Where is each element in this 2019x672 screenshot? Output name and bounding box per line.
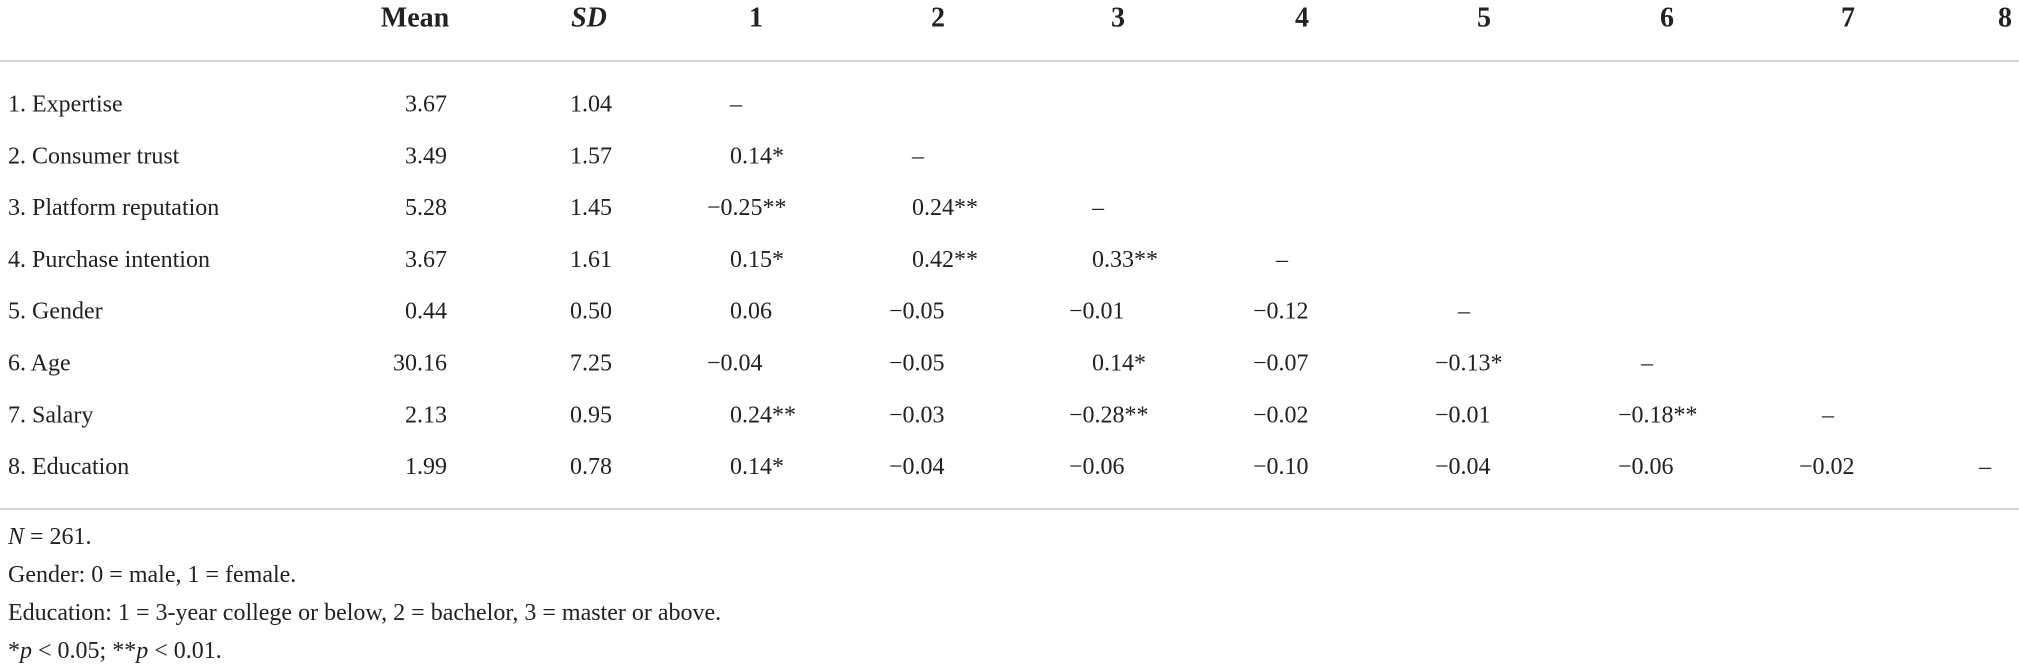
- cell: 3.67: [405, 92, 447, 118]
- cell: 1.45: [570, 195, 612, 221]
- note: Gender: 0 = male, 1 = female.: [8, 562, 296, 588]
- cell: 0.14*: [730, 454, 784, 480]
- cell: −0.18**: [1618, 402, 1698, 428]
- cell: 1.61: [570, 247, 612, 273]
- row-label: 2. Consumer trust: [8, 143, 180, 169]
- cell: 1.99: [405, 454, 447, 480]
- cell: 0.24**: [912, 195, 978, 221]
- row-label: 6. Age: [8, 351, 71, 377]
- cell: 7.25: [570, 351, 612, 377]
- cell: –: [729, 92, 743, 118]
- cell: −0.04: [1435, 454, 1491, 480]
- note-part: Gender: 0 = male, 1 = female.: [8, 562, 296, 588]
- column-header: 4: [1295, 2, 1309, 33]
- cell: –: [1457, 299, 1471, 325]
- cell: 0.42**: [912, 247, 978, 273]
- cell: 1.57: [570, 143, 612, 169]
- note-part: p: [18, 638, 32, 664]
- row-label: 1. Expertise: [8, 92, 123, 118]
- cell: −0.13*: [1435, 351, 1503, 377]
- cell: −0.12: [1253, 299, 1309, 325]
- cell: 30.16: [393, 351, 447, 377]
- note-part: *: [8, 638, 20, 664]
- note-part: N: [7, 524, 26, 550]
- cell: 0.50: [570, 299, 612, 325]
- note: N = 261.: [7, 524, 92, 550]
- cell: −0.25**: [707, 195, 787, 221]
- column-header: 7: [1841, 2, 1855, 33]
- cell: −0.01: [1435, 402, 1491, 428]
- cell: −0.01: [1069, 299, 1125, 325]
- note-part: Education: 1 = 3-year college or below, …: [8, 600, 721, 626]
- column-header: 5: [1477, 2, 1491, 33]
- cell: 0.15*: [730, 247, 784, 273]
- cell: −0.05: [889, 299, 945, 325]
- cell: 2.13: [405, 402, 447, 428]
- cell: −0.06: [1069, 454, 1125, 480]
- column-header: Mean: [381, 2, 450, 33]
- cell: −0.02: [1253, 402, 1309, 428]
- cell: 0.14*: [730, 143, 784, 169]
- row-label: 8. Education: [8, 454, 129, 480]
- cell: −0.03: [889, 402, 945, 428]
- row-label: 7. Salary: [8, 402, 93, 428]
- note-part: p: [134, 638, 148, 664]
- cell: 0.24**: [730, 402, 796, 428]
- cell: 5.28: [405, 195, 447, 221]
- cell: –: [1091, 195, 1105, 221]
- cell: −0.06: [1618, 454, 1674, 480]
- cell: 0.44: [405, 299, 447, 325]
- cell: –: [1978, 454, 1992, 480]
- cell: 0.95: [570, 402, 612, 428]
- cell: −0.02: [1799, 454, 1855, 480]
- cell: –: [1275, 247, 1289, 273]
- cell: −0.04: [889, 454, 945, 480]
- column-header: 6: [1660, 2, 1674, 33]
- row-label: 4. Purchase intention: [8, 247, 210, 273]
- cell: –: [911, 143, 925, 169]
- cell: 3.67: [405, 247, 447, 273]
- cell: 1.04: [570, 92, 612, 118]
- cell: 0.78: [570, 454, 612, 480]
- note: *p < 0.05; **p < 0.01.: [8, 638, 222, 664]
- cell: –: [1821, 402, 1835, 428]
- column-header: 1: [749, 2, 763, 33]
- column-header: SD: [571, 2, 607, 33]
- cell: –: [1640, 351, 1654, 377]
- note-part: = 261.: [24, 524, 92, 550]
- row-label: 5. Gender: [8, 299, 103, 325]
- cell: −0.10: [1253, 454, 1309, 480]
- note: Education: 1 = 3-year college or below, …: [8, 600, 721, 626]
- column-header: 3: [1111, 2, 1125, 33]
- note-part: < 0.05; **: [32, 638, 136, 664]
- row-label: 3. Platform reputation: [8, 195, 219, 221]
- cell: 0.33**: [1092, 247, 1158, 273]
- note-part: < 0.01.: [148, 638, 222, 664]
- cell: 3.49: [405, 143, 447, 169]
- column-header: 2: [931, 2, 945, 33]
- cell: −0.07: [1253, 351, 1309, 377]
- cell: 0.14*: [1092, 351, 1146, 377]
- cell: −0.05: [889, 351, 945, 377]
- cell: −0.04: [707, 351, 763, 377]
- cell: 0.06: [730, 299, 772, 325]
- cell: −0.28**: [1069, 402, 1149, 428]
- column-header: 8: [1998, 2, 2012, 33]
